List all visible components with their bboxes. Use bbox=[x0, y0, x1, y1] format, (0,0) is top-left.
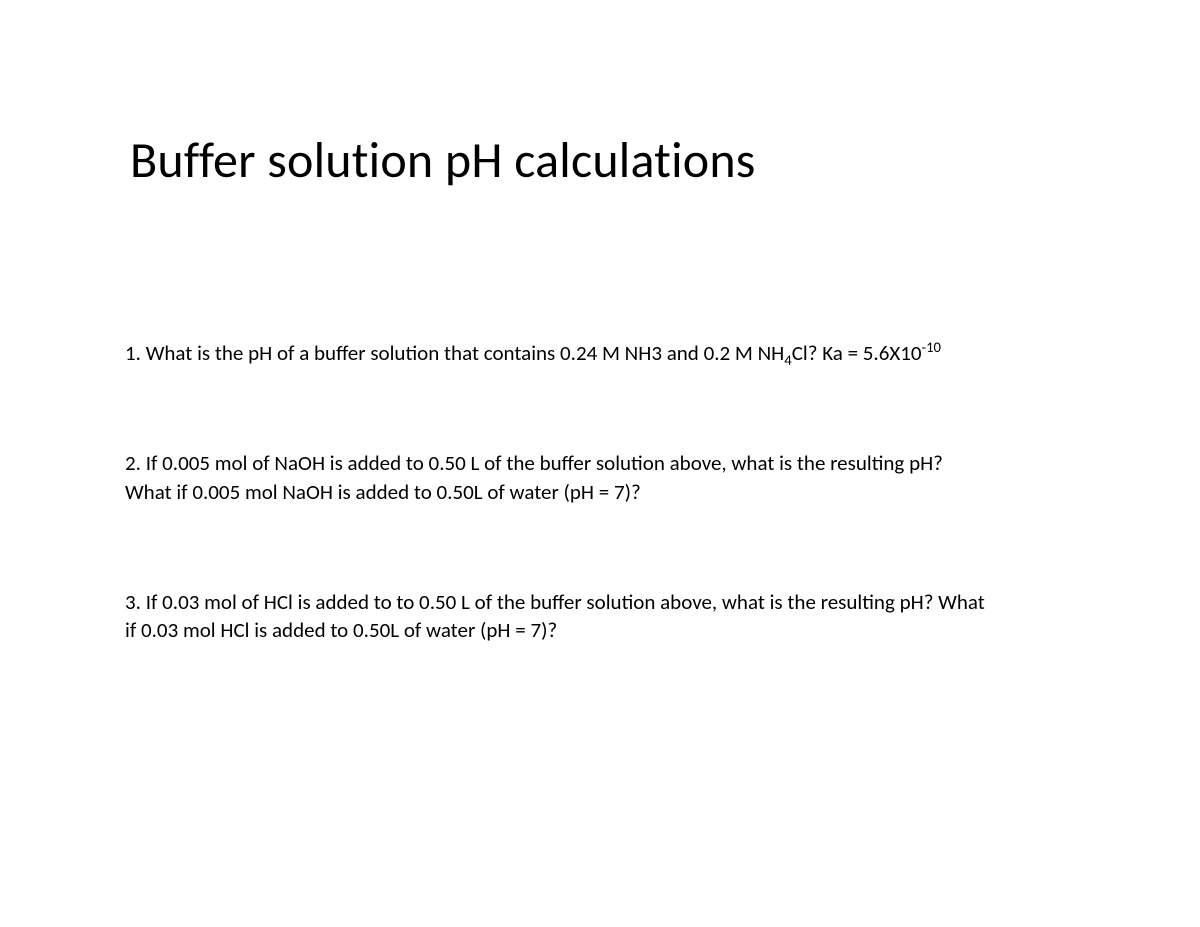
question-1: 1. What is the pH of a buffer solution t… bbox=[125, 339, 1075, 367]
slide-container: Buffer solution pH calculations 1. What … bbox=[0, 0, 1200, 645]
question-3-line1: If 0.03 mol of HCl is added to to 0.50 L… bbox=[146, 589, 985, 615]
question-1-text-a: What is the pH of a buffer solution that… bbox=[146, 340, 785, 366]
slide-title: Buffer solution pH calculations bbox=[130, 130, 1075, 191]
question-1-text-b: Cl? Ka = 5.6X10 bbox=[792, 340, 922, 366]
question-2-line1: If 0.005 mol of NaOH is added to 0.50 L … bbox=[146, 450, 943, 476]
question-3: 3. If 0.03 mol of HCl is added to to 0.5… bbox=[125, 588, 1075, 645]
question-2: 2. If 0.005 mol of NaOH is added to 0.50… bbox=[125, 449, 1075, 506]
question-1-sup: -10 bbox=[922, 338, 941, 356]
question-2-number: 2. bbox=[125, 450, 141, 476]
question-1-sub: 4 bbox=[784, 351, 791, 369]
question-3-number: 3. bbox=[125, 589, 141, 615]
question-1-number: 1. bbox=[125, 340, 141, 366]
question-3-line2: if 0.03 mol HCl is added to 0.50L of wat… bbox=[125, 617, 557, 643]
question-2-line2: What if 0.005 mol NaOH is added to 0.50L… bbox=[125, 479, 641, 505]
